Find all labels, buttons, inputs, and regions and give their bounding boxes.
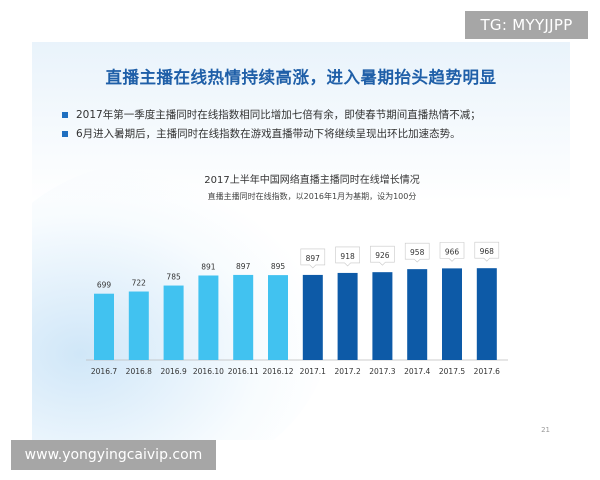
bullet-text: 6月进入暑期后，主播同时在线指数在游戏直播带动下将继续呈现出环比加速态势。 (76, 128, 461, 140)
label-callout-box (474, 241, 500, 262)
label-callout-box (335, 246, 360, 267)
bar-2016.7 (94, 293, 114, 360)
x-tick-label: 2017.2 (334, 367, 360, 376)
x-tick-label: 2016.10 (193, 367, 224, 376)
x-tick-label: 2017.6 (474, 367, 500, 376)
bar-2017.5 (442, 268, 462, 360)
bar-2016.8 (128, 291, 149, 360)
site-watermark: www.yongyingcaivip.com (11, 440, 216, 470)
label-callout-box (439, 242, 465, 262)
x-tick-label: 2016.11 (228, 367, 259, 376)
chart-title: 2017上半年中国网络直播主播同时在线增长情况 (204, 173, 419, 186)
bullet-item: 2017年第一季度主播同时在线指数相同比增加七倍有余，即使春节期间直播热情不减； (62, 106, 562, 125)
bullet-text: 2017年第一季度主播同时在线指数相同比增加七倍有余，即使春节期间直播热情不减； (76, 109, 481, 121)
bar-2017.1 (302, 274, 323, 360)
data-label: 897 (306, 254, 321, 263)
chart-subtitle: 直播主播同时在线指数，以2016年1月为基期，设为100分 (208, 191, 417, 201)
data-label: 785 (166, 273, 181, 282)
label-callout-box (300, 248, 326, 269)
data-label: 966 (445, 247, 460, 256)
x-tick-label: 2016.12 (262, 367, 293, 376)
x-tick-label: 2016.8 (126, 367, 152, 376)
bullet-square-icon (62, 131, 68, 137)
bullet-item: 6月进入暑期后，主播同时在线指数在游戏直播带动下将继续呈现出环比加速态势。 (62, 125, 562, 144)
label-callout-box (370, 245, 395, 266)
bar-2016.12 (268, 275, 288, 360)
data-label: 891 (201, 262, 216, 271)
tag-watermark: TG: MYYJJPP (465, 11, 588, 39)
bar-2017.2 (337, 272, 358, 360)
data-label: 699 (97, 281, 112, 290)
data-label: 897 (236, 262, 251, 271)
data-label: 968 (480, 247, 495, 256)
slide-headline: 直播主播在线热情持续高涨，进入暑期抬头趋势明显 (105, 68, 497, 87)
data-label: 722 (132, 279, 147, 288)
bar-2016.11 (233, 274, 254, 360)
bullet-square-icon (62, 112, 68, 118)
x-tick-label: 2017.5 (439, 367, 465, 376)
x-tick-label: 2017.1 (300, 367, 326, 376)
x-tick-label: 2016.9 (160, 367, 186, 376)
data-label: 958 (410, 248, 425, 257)
slide: 直播主播在线热情持续高涨，进入暑期抬头趋势明显 2017年第一季度主播同时在线指… (32, 42, 570, 440)
data-label: 926 (375, 251, 390, 260)
data-label: 918 (340, 252, 355, 261)
x-tick-label: 2017.3 (369, 367, 395, 376)
label-callout-box (404, 242, 430, 263)
bar-2017.3 (372, 272, 393, 360)
x-tick-label: 2017.4 (404, 367, 430, 376)
bar-2017.4 (407, 269, 428, 360)
bar-chart: 2017上半年中国网络直播主播同时在线增长情况 直播主播同时在线指数，以2016… (86, 173, 508, 376)
bar-2016.9 (163, 285, 184, 360)
x-tick-label: 2016.7 (91, 367, 117, 376)
bar-2016.10 (198, 275, 219, 360)
bullet-list: 2017年第一季度主播同时在线指数相同比增加七倍有余，即使春节期间直播热情不减；… (62, 106, 562, 144)
bar-2017.6 (476, 268, 497, 360)
page-number: 21 (541, 426, 550, 434)
data-label: 895 (271, 262, 286, 271)
